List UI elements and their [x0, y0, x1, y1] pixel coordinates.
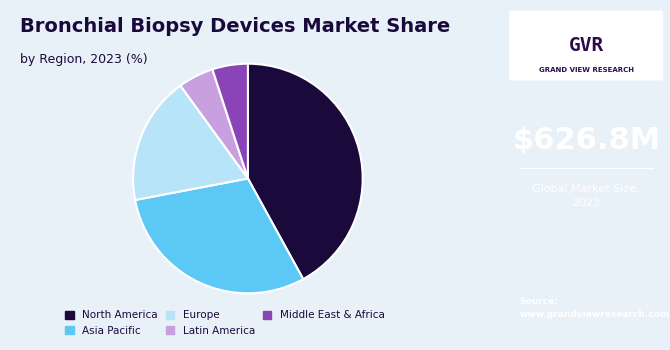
Text: GRAND VIEW RESEARCH: GRAND VIEW RESEARCH	[539, 67, 634, 73]
Wedge shape	[133, 86, 248, 200]
Text: Source:
www.grandviewresearch.com: Source: www.grandviewresearch.com	[519, 297, 669, 319]
Wedge shape	[248, 64, 362, 279]
Wedge shape	[135, 178, 304, 293]
Wedge shape	[212, 64, 248, 178]
Wedge shape	[180, 69, 248, 178]
FancyBboxPatch shape	[509, 10, 663, 80]
Text: by Region, 2023 (%): by Region, 2023 (%)	[20, 52, 147, 65]
Text: Global Market Size,
2023: Global Market Size, 2023	[533, 184, 640, 208]
Text: Bronchial Biopsy Devices Market Share: Bronchial Biopsy Devices Market Share	[20, 18, 450, 36]
Legend: North America, Asia Pacific, Europe, Latin America, Middle East & Africa: North America, Asia Pacific, Europe, Lat…	[61, 306, 389, 340]
Text: $626.8M: $626.8M	[512, 126, 661, 154]
Text: GVR: GVR	[569, 36, 604, 55]
